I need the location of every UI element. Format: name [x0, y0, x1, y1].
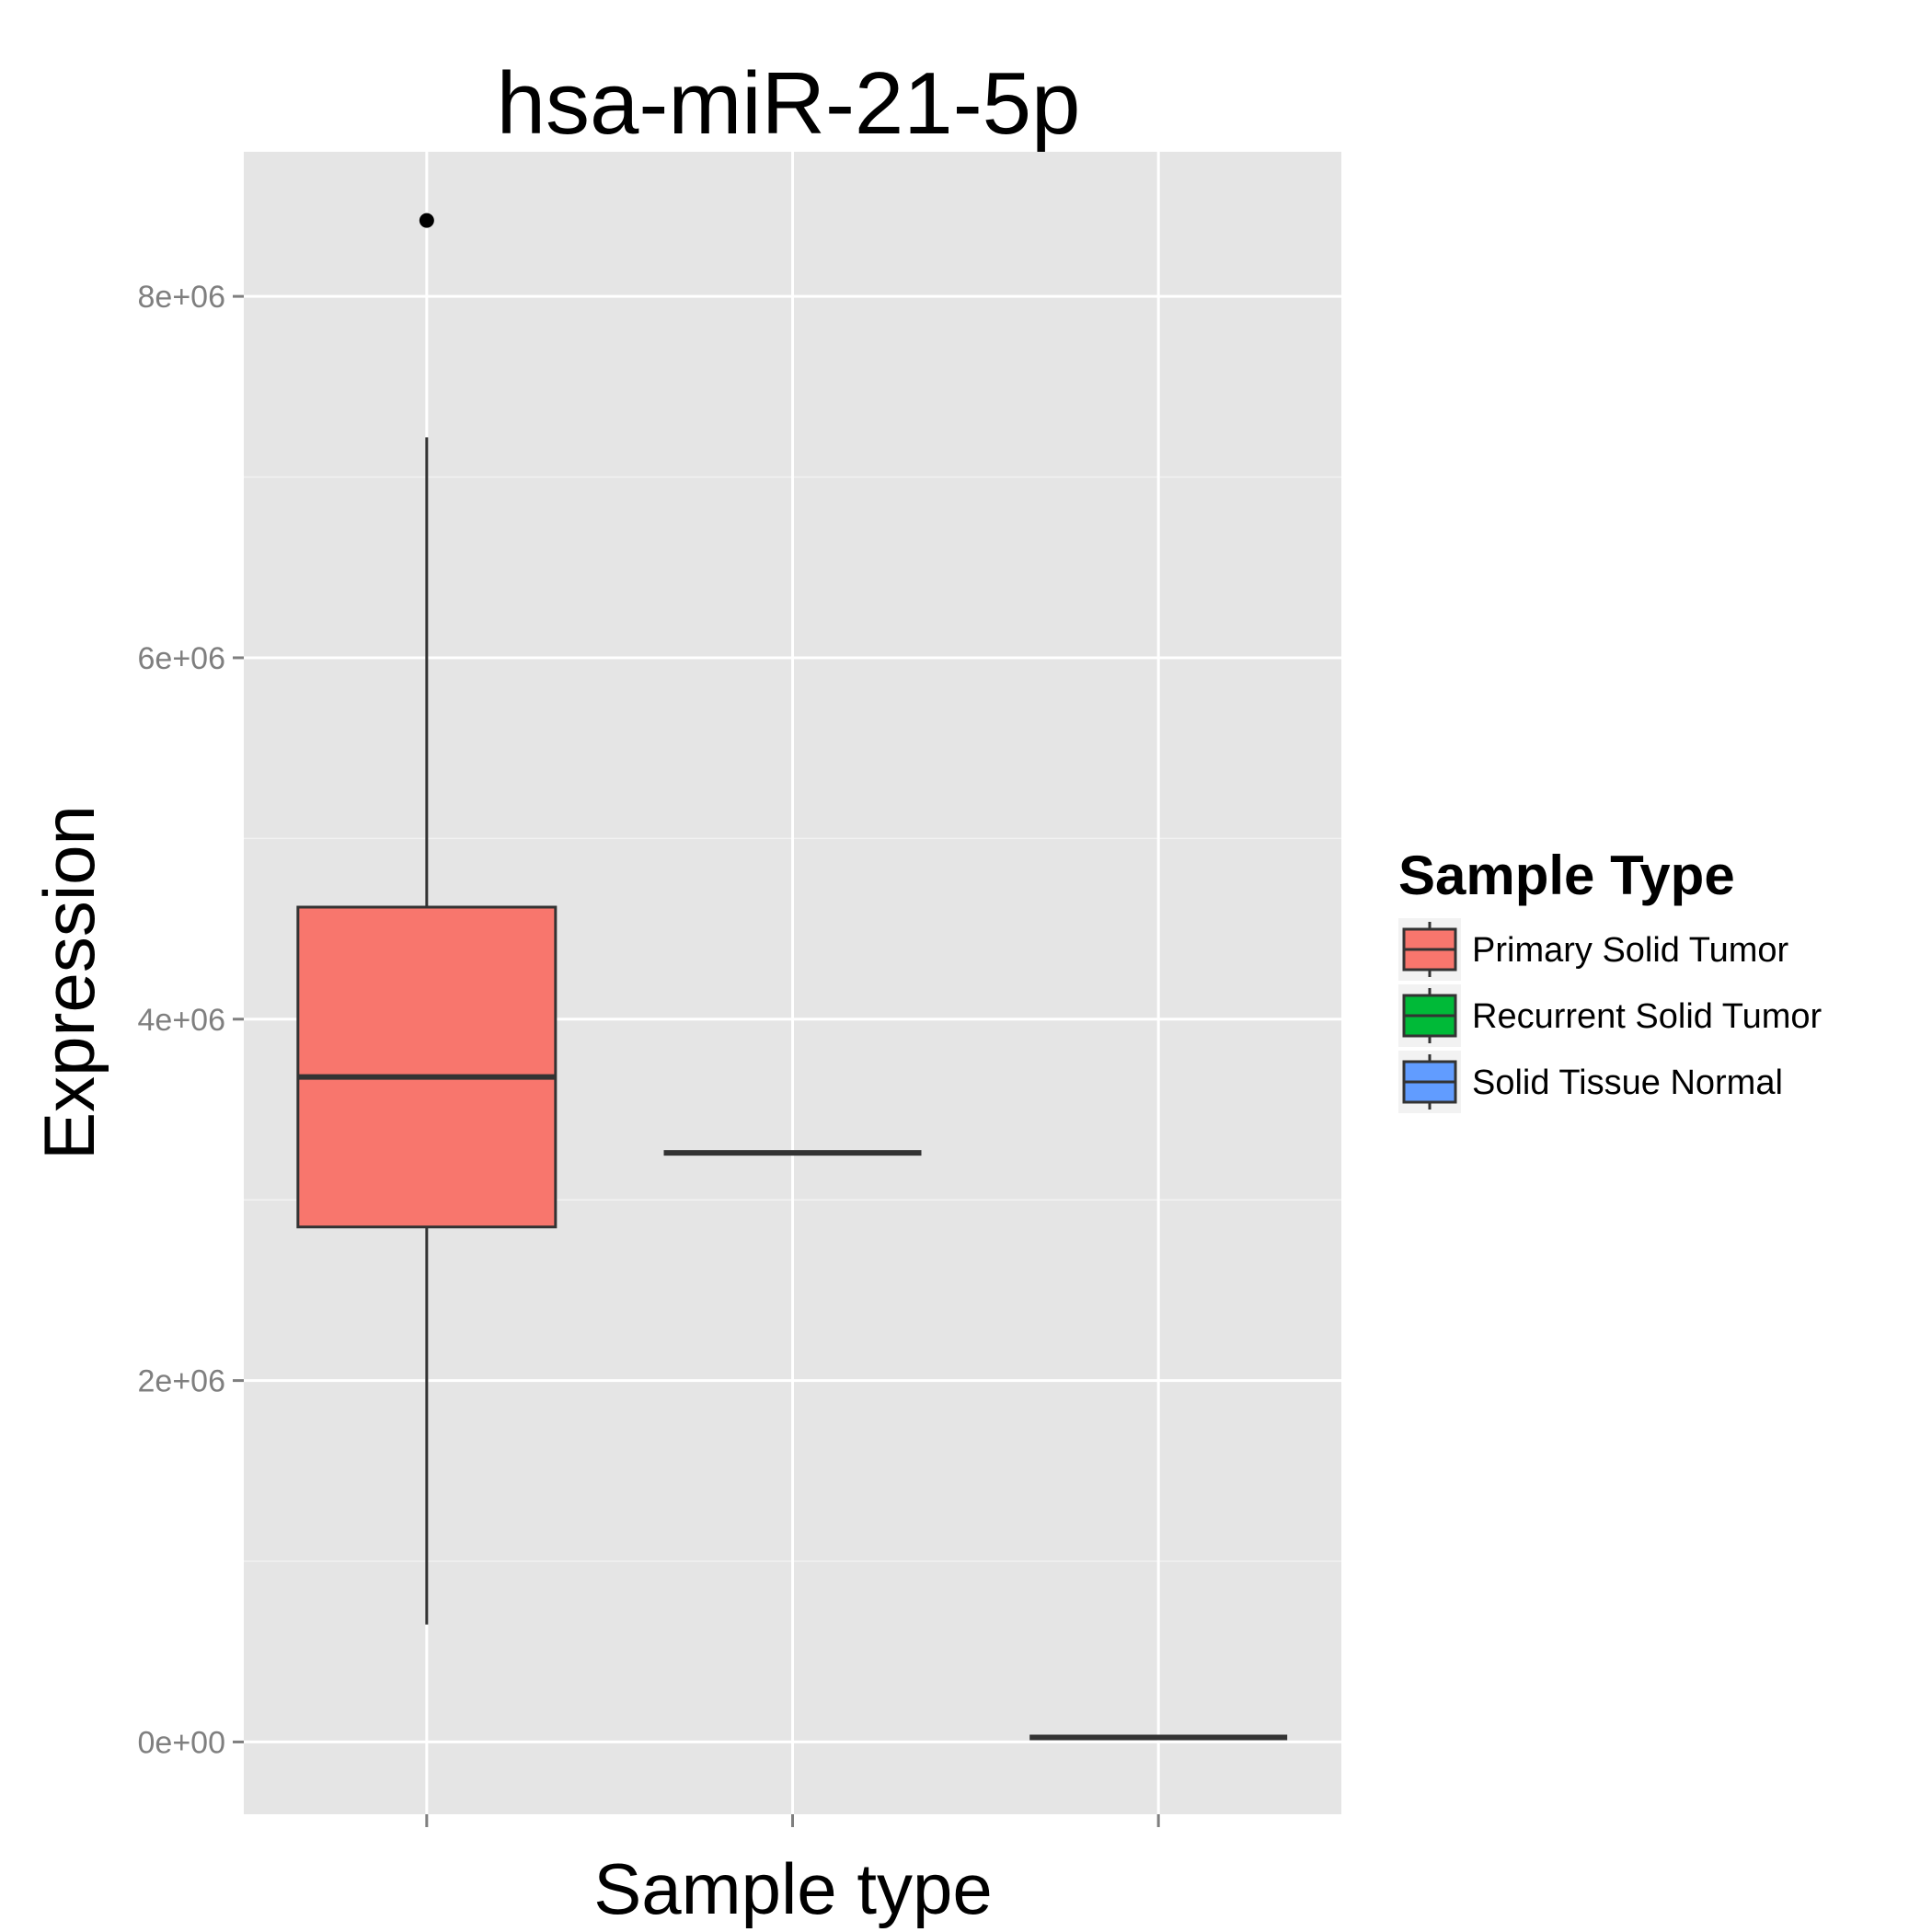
legend-label: Solid Tissue Normal	[1472, 1064, 1783, 1102]
outlier-point	[419, 213, 434, 228]
y-axis-title: Expression	[29, 805, 109, 1160]
boxes	[296, 213, 1288, 1741]
legend-label: Primary Solid Tumor	[1472, 931, 1789, 970]
box-primary-solid-tumor	[296, 213, 558, 1625]
legend-item: Solid Tissue Normal	[1398, 1051, 1783, 1113]
y-tick-label: 0e+00	[138, 1725, 226, 1760]
legend-label: Recurrent Solid Tumor	[1472, 997, 1822, 1036]
y-tick-label: 2e+06	[138, 1364, 226, 1399]
y-tick-label: 6e+06	[138, 641, 226, 676]
legend-item: Primary Solid Tumor	[1398, 918, 1789, 981]
legend-item: Recurrent Solid Tumor	[1398, 984, 1822, 1047]
axes: 0e+00 2e+06 4e+06 6e+06 8e+06	[138, 280, 1160, 1827]
y-tick-label: 8e+06	[138, 280, 226, 315]
legend-items: Primary Solid Tumor Recurrent Solid Tumor…	[1398, 918, 1822, 1113]
x-axis-title: Sample type	[593, 1848, 993, 1929]
chart-title: hsa-miR-21-5p	[497, 54, 1081, 153]
y-tick-label: 4e+06	[138, 1003, 226, 1038]
box-iqr	[296, 905, 558, 1229]
legend: Sample Type Primary Solid Tumor Recurrent…	[1398, 845, 1822, 1113]
legend-title: Sample Type	[1398, 845, 1735, 906]
